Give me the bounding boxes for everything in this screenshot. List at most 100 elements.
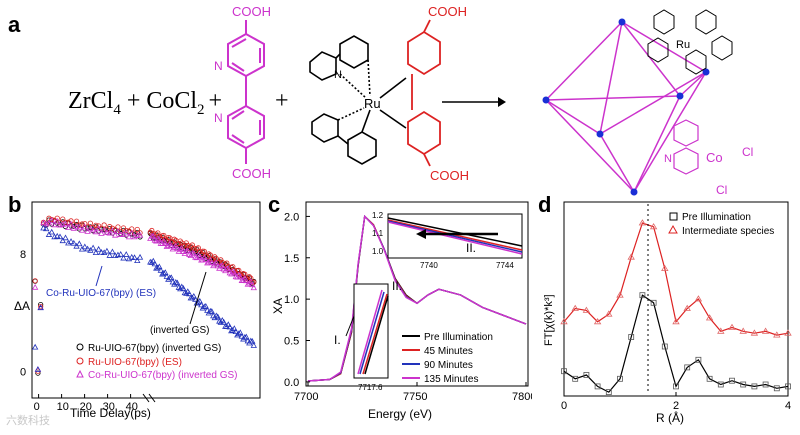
chart-d-point-1-8 bbox=[649, 223, 658, 230]
chart-b-point-3-75 bbox=[201, 303, 208, 310]
chart-c-annot-i: I. bbox=[334, 333, 341, 347]
reaction-equation: ZrCl4 + CoCl2 + bbox=[68, 88, 222, 119]
chart-b-point-2-20 bbox=[87, 225, 94, 232]
chart-b-point-2-64 bbox=[184, 247, 191, 254]
chart-b-point-3-92 bbox=[226, 323, 233, 330]
chart-b-point-3-19 bbox=[84, 245, 91, 252]
ru-complex-structure: Ru N COOH COOH bbox=[309, 4, 469, 183]
chart-b-point-1-28 bbox=[109, 225, 116, 231]
legend-d-label-1: Intermediate species bbox=[682, 226, 774, 237]
inset-ii-arrowhead bbox=[416, 229, 426, 239]
chart-b-point-2-45 bbox=[156, 236, 163, 242]
chart-d-point-0-7 bbox=[639, 292, 646, 299]
chart-b-point-3-24 bbox=[98, 248, 105, 255]
chart-b-point-2-56 bbox=[172, 242, 179, 249]
chart-b-point-3-34 bbox=[125, 255, 133, 262]
chart-b-point-0-15 bbox=[73, 221, 80, 228]
chart-b-point-3-27 bbox=[106, 252, 113, 258]
chart-b-point-2-32 bbox=[120, 231, 127, 237]
chart-b-point-2-23 bbox=[95, 225, 102, 232]
cocl2-label: + CoCl bbox=[120, 88, 198, 114]
legend-b-label-1: Ru-UIO-67(bpy) (ES) bbox=[88, 357, 182, 368]
chart-b-point-2-25 bbox=[100, 226, 108, 233]
legend-b-label-2: Co-Ru-UIO-67(bpy) (inverted GS) bbox=[88, 370, 237, 381]
chart-b-point-2-72 bbox=[196, 253, 203, 259]
chart-b-legend: Ru-UIO-67(bpy) (inverted GS) Ru-UIO-67(b… bbox=[76, 343, 237, 381]
chart-b-point-2-105 bbox=[246, 279, 253, 286]
chart-b-point-1-105 bbox=[246, 274, 252, 280]
chart-b-point-2-68 bbox=[190, 250, 197, 256]
chart-b-point-1-63 bbox=[183, 240, 189, 246]
chart-d-line-1 bbox=[563, 222, 789, 336]
chart-b-point-2-91 bbox=[225, 265, 232, 272]
chart-c-ytick-0: 0.0 bbox=[284, 377, 299, 389]
chart-c-ytick-1: 0.5 bbox=[284, 336, 299, 348]
chart-d-legend: Pre Illumination Intermediate species bbox=[668, 212, 774, 237]
chart-b-xtick-0: 0 bbox=[34, 401, 40, 413]
chart-d-point-0-20 bbox=[785, 383, 791, 390]
chart-d-point-1-0 bbox=[560, 318, 568, 325]
inset-i-line-blue bbox=[359, 291, 385, 375]
chart-d-point-1-18 bbox=[761, 327, 770, 334]
chart-b-point-2-87 bbox=[219, 262, 226, 268]
chart-b-point-3-26 bbox=[103, 247, 111, 254]
chart-b-point-3-0 bbox=[31, 343, 39, 350]
chart-b-point-3-50 bbox=[163, 273, 170, 279]
chart-b-point-3-45 bbox=[156, 263, 163, 270]
plus-sign-2: + bbox=[275, 88, 289, 114]
zr-subscript: 4 bbox=[113, 101, 121, 118]
ligand-n-1: N bbox=[214, 59, 223, 73]
reaction-arrow bbox=[442, 97, 506, 107]
chart-b-inverted-annotation: (inverted GS) bbox=[150, 325, 209, 336]
ru-cooh-bottom: COOH bbox=[430, 168, 469, 183]
chart-b-point-3-88 bbox=[220, 318, 227, 325]
chart-d-point-1-17 bbox=[750, 329, 759, 336]
chart-d-point-1-4 bbox=[605, 310, 613, 317]
chart-b-point-3-13 bbox=[67, 238, 75, 244]
chart-b-point-2-16 bbox=[76, 223, 83, 230]
chart-c-series-3 bbox=[307, 214, 527, 382]
chart-b-point-2-81 bbox=[210, 262, 217, 269]
chart-b-point-2-86 bbox=[217, 262, 224, 269]
chart-b-point-3-68 bbox=[190, 293, 197, 299]
chart-b-point-2-8 bbox=[54, 217, 61, 224]
mof-co-label: Co bbox=[706, 150, 723, 165]
chart-c-annot-ii: II. bbox=[392, 279, 402, 293]
chart-b-point-3-36 bbox=[131, 254, 138, 261]
inset-ii-xtick-0: 7740 bbox=[420, 261, 438, 270]
chart-b-point-2-21 bbox=[89, 226, 97, 233]
zrcl4-label: ZrCl bbox=[68, 88, 114, 114]
chart-b-point-2-30 bbox=[114, 228, 122, 234]
chart-b-point-3-67 bbox=[189, 294, 196, 301]
chart-b-point-2-99 bbox=[237, 273, 244, 280]
chart-d-line-0 bbox=[563, 294, 789, 393]
chart-b-point-2-63 bbox=[183, 247, 190, 254]
chart-b-point-1-0 bbox=[32, 278, 38, 284]
chart-b-point-3-38 bbox=[136, 253, 144, 260]
chart-b-point-2-26 bbox=[103, 228, 111, 235]
chart-d-point-1-12 bbox=[694, 295, 703, 302]
legend-b-label-0: Ru-UIO-67(bpy) (inverted GS) bbox=[88, 343, 221, 354]
chart-b-point-2-14 bbox=[70, 225, 77, 231]
inset-ii-line-black bbox=[387, 217, 523, 247]
legend-c-label-2: 90 Minutes bbox=[424, 360, 473, 371]
chart-d-point-0-13 bbox=[706, 375, 713, 382]
chart-d-point-1-6 bbox=[627, 253, 635, 260]
chart-b-point-3-14 bbox=[70, 239, 77, 246]
chart-b-point-3-40 bbox=[148, 259, 155, 265]
chart-d-point-1-10 bbox=[672, 318, 680, 325]
chart-b-point-2-44 bbox=[154, 235, 161, 241]
chart-d-point-0-3 bbox=[594, 383, 601, 390]
chart-d-point-0-6 bbox=[628, 334, 635, 340]
chart-d-point-1-7 bbox=[638, 219, 647, 226]
chart-d-point-0-14 bbox=[717, 381, 724, 388]
chart-b-point-2-59 bbox=[177, 245, 184, 252]
chart-d-point-0-1 bbox=[572, 375, 579, 382]
chart-d-ylabel: FT[χ(k)*k³] bbox=[543, 294, 555, 346]
chart-d-point-0-12 bbox=[695, 356, 702, 363]
inset-ii-line-magenta bbox=[387, 221, 523, 255]
chart-b-point-3-35 bbox=[128, 253, 135, 260]
chart-b-point-2-108 bbox=[250, 284, 257, 291]
chart-c-ytick-2: 1.0 bbox=[284, 294, 299, 306]
